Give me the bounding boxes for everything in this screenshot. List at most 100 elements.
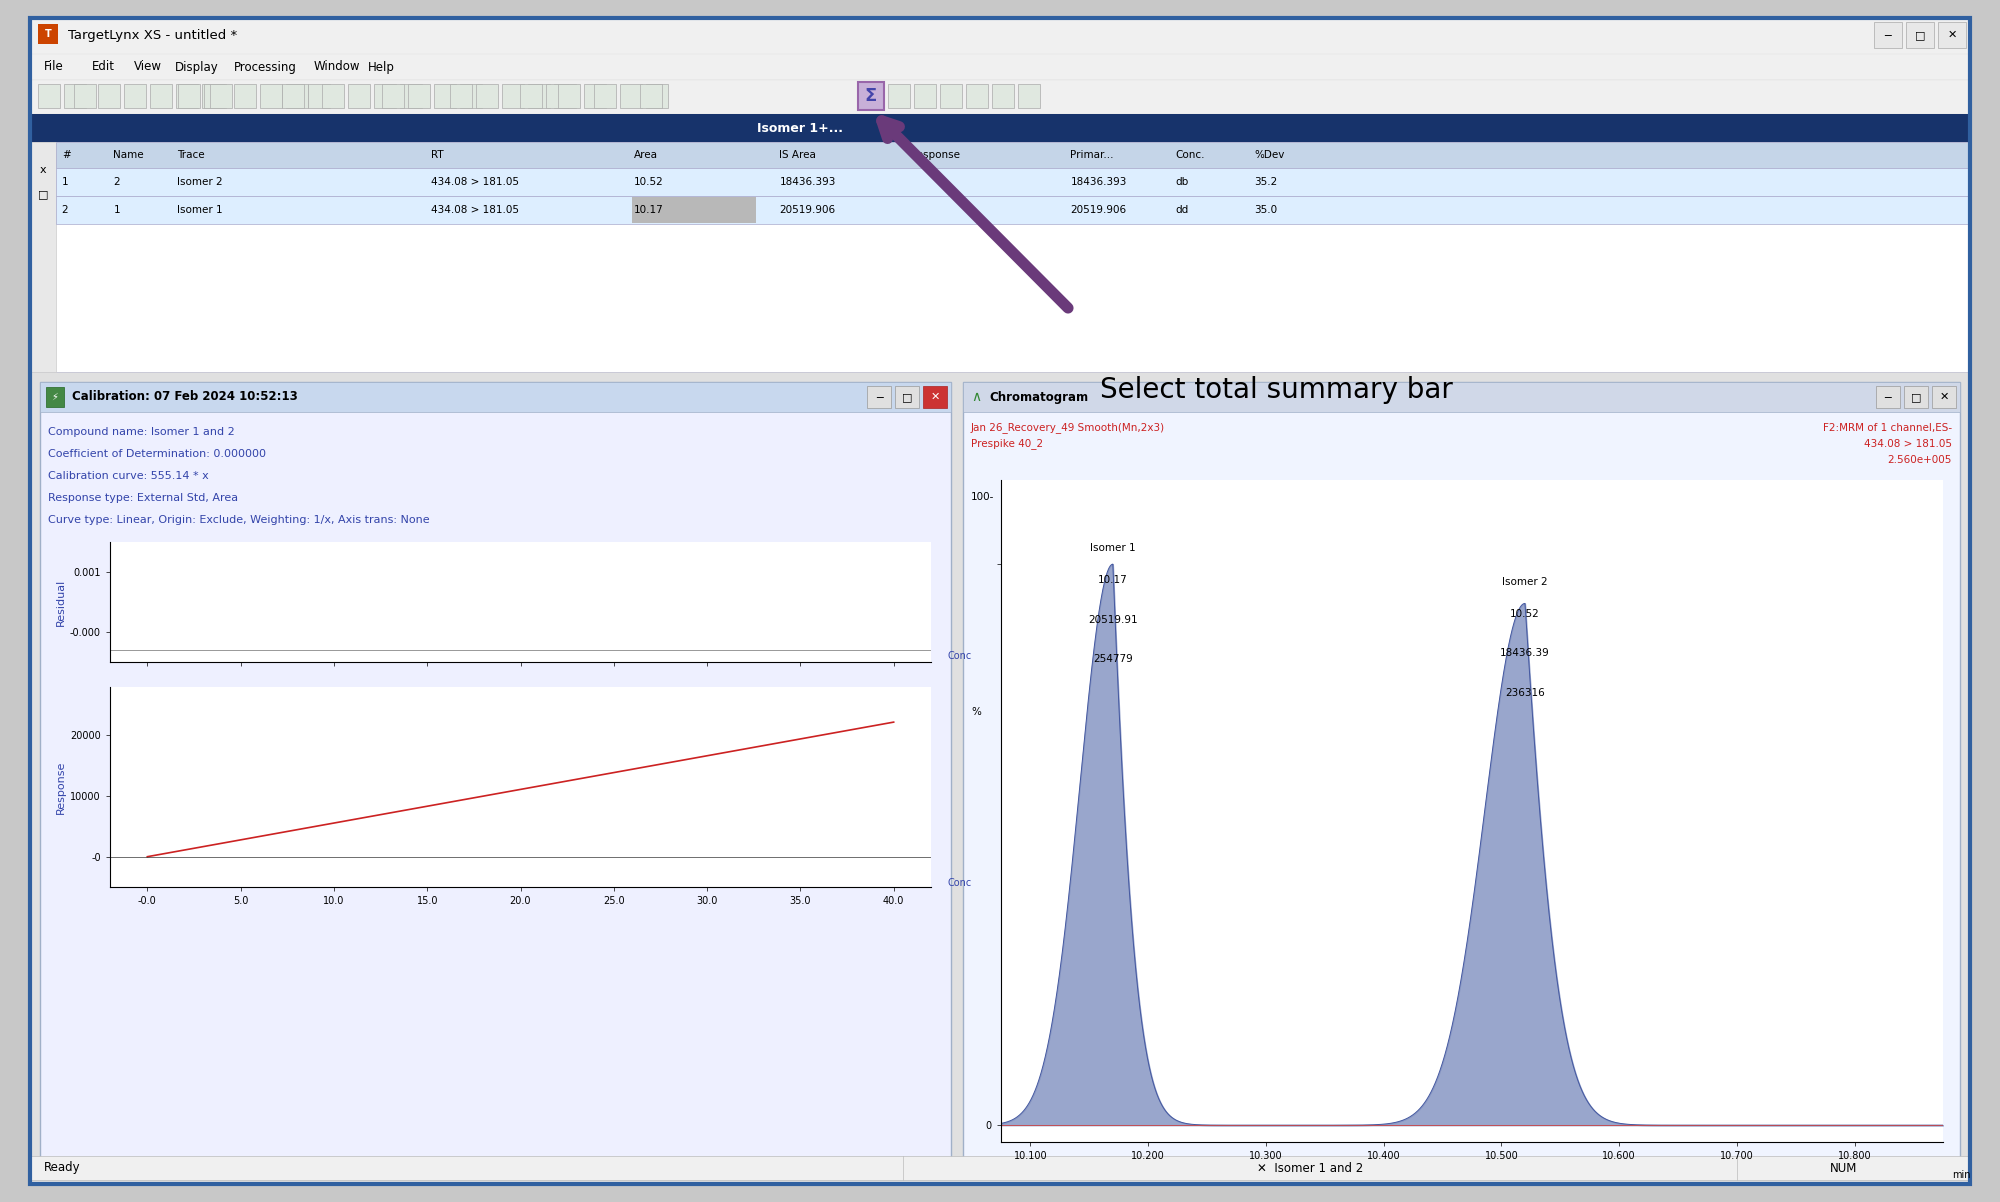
FancyBboxPatch shape	[124, 84, 146, 108]
FancyBboxPatch shape	[558, 84, 580, 108]
Text: ─: ─	[1884, 392, 1892, 401]
Text: Select total summary bar: Select total summary bar	[1100, 376, 1452, 404]
FancyBboxPatch shape	[56, 142, 1970, 168]
FancyBboxPatch shape	[888, 84, 910, 108]
FancyBboxPatch shape	[924, 386, 948, 407]
Text: 35.2: 35.2	[1254, 177, 1278, 188]
FancyBboxPatch shape	[502, 84, 524, 108]
Text: Calibration: 07 Feb 2024 10:52:13: Calibration: 07 Feb 2024 10:52:13	[72, 391, 298, 404]
FancyBboxPatch shape	[38, 24, 58, 44]
Text: Primar...: Primar...	[1070, 150, 1114, 160]
FancyBboxPatch shape	[620, 84, 642, 108]
Text: 18436.39: 18436.39	[1500, 648, 1550, 659]
FancyBboxPatch shape	[434, 84, 456, 108]
FancyBboxPatch shape	[282, 84, 304, 108]
FancyBboxPatch shape	[400, 84, 422, 108]
FancyBboxPatch shape	[56, 168, 1970, 196]
Text: Isomer 2: Isomer 2	[176, 177, 222, 188]
Text: Isomer 1: Isomer 1	[1090, 543, 1136, 553]
FancyBboxPatch shape	[1904, 386, 1928, 407]
FancyBboxPatch shape	[30, 371, 1970, 1184]
Text: T: T	[44, 29, 52, 38]
FancyBboxPatch shape	[460, 84, 482, 108]
FancyBboxPatch shape	[30, 142, 56, 371]
Text: 236316: 236316	[1506, 688, 1544, 697]
FancyBboxPatch shape	[308, 84, 330, 108]
FancyBboxPatch shape	[964, 382, 1960, 1174]
FancyBboxPatch shape	[260, 84, 282, 108]
Text: View: View	[134, 60, 162, 73]
Text: db: db	[1176, 177, 1188, 188]
Text: Conc: Conc	[948, 651, 972, 661]
Text: ─: ─	[1884, 30, 1892, 40]
Text: 20519.91: 20519.91	[1088, 614, 1138, 625]
Text: 100-: 100-	[972, 492, 994, 502]
Text: Isomer 2: Isomer 2	[1502, 577, 1548, 587]
Text: Trace: Trace	[176, 150, 204, 160]
Text: 1: 1	[114, 206, 120, 215]
Text: Calibration curve: 555.14 * x: Calibration curve: 555.14 * x	[48, 471, 208, 481]
Text: IS Area: IS Area	[780, 150, 816, 160]
Text: 10.17: 10.17	[1098, 576, 1128, 585]
FancyBboxPatch shape	[286, 84, 308, 108]
Text: Processing: Processing	[234, 60, 296, 73]
FancyBboxPatch shape	[382, 84, 404, 108]
Text: ✕  Isomer 1 and 2: ✕ Isomer 1 and 2	[1258, 1161, 1364, 1174]
Text: 20519.906: 20519.906	[1070, 206, 1126, 215]
Text: 434.08 > 181.05: 434.08 > 181.05	[432, 206, 520, 215]
Text: Response type: External Std, Area: Response type: External Std, Area	[48, 493, 238, 502]
FancyBboxPatch shape	[528, 84, 550, 108]
Text: Display: Display	[176, 60, 218, 73]
Text: □: □	[902, 392, 912, 401]
FancyBboxPatch shape	[176, 84, 198, 108]
FancyBboxPatch shape	[966, 84, 988, 108]
Text: □: □	[1914, 30, 1926, 40]
FancyBboxPatch shape	[940, 84, 962, 108]
Text: F2:MRM of 1 channel,ES-: F2:MRM of 1 channel,ES-	[1822, 423, 1952, 433]
FancyBboxPatch shape	[546, 84, 568, 108]
Text: Conc: Conc	[948, 877, 972, 888]
FancyBboxPatch shape	[1874, 22, 1902, 48]
Text: □: □	[38, 189, 48, 200]
Text: NUM: NUM	[1830, 1161, 1858, 1174]
Text: Prespike 40_2: Prespike 40_2	[972, 439, 1044, 450]
Text: Compound name: Isomer 1 and 2: Compound name: Isomer 1 and 2	[48, 427, 234, 438]
Text: 10.52: 10.52	[634, 177, 664, 188]
FancyBboxPatch shape	[1018, 84, 1040, 108]
FancyBboxPatch shape	[30, 142, 1970, 371]
FancyBboxPatch shape	[1876, 386, 1900, 407]
Text: Isomer 1+...: Isomer 1+...	[756, 121, 844, 135]
FancyBboxPatch shape	[520, 84, 542, 108]
Text: File: File	[44, 60, 64, 73]
FancyBboxPatch shape	[30, 81, 1970, 114]
FancyBboxPatch shape	[30, 18, 1970, 54]
FancyBboxPatch shape	[914, 84, 936, 108]
FancyBboxPatch shape	[178, 84, 200, 108]
Text: 10.17: 10.17	[634, 206, 664, 215]
Text: 254779: 254779	[1092, 654, 1132, 664]
Text: 18436.393: 18436.393	[1070, 177, 1126, 188]
FancyBboxPatch shape	[46, 387, 64, 407]
Text: dd: dd	[1176, 206, 1188, 215]
FancyBboxPatch shape	[858, 82, 884, 111]
Text: %: %	[972, 707, 980, 718]
Text: Name: Name	[114, 150, 144, 160]
Text: x: x	[40, 165, 46, 175]
Text: □: □	[1910, 392, 1922, 401]
Text: 35.0: 35.0	[1254, 206, 1278, 215]
FancyBboxPatch shape	[56, 196, 1970, 224]
FancyBboxPatch shape	[210, 84, 232, 108]
FancyBboxPatch shape	[632, 197, 756, 224]
Text: Chromatogram: Chromatogram	[988, 391, 1088, 404]
FancyBboxPatch shape	[450, 84, 472, 108]
Text: min: min	[1952, 1170, 1970, 1180]
Text: 20519.906: 20519.906	[780, 206, 836, 215]
Text: 2.560e+005: 2.560e+005	[1888, 456, 1952, 465]
Text: RT: RT	[432, 150, 444, 160]
Y-axis label: Response: Response	[56, 761, 66, 814]
FancyBboxPatch shape	[1938, 22, 1966, 48]
FancyBboxPatch shape	[30, 114, 1970, 142]
Text: ─: ─	[876, 392, 882, 401]
FancyBboxPatch shape	[1906, 22, 1934, 48]
Text: ✕: ✕	[1948, 30, 1956, 40]
